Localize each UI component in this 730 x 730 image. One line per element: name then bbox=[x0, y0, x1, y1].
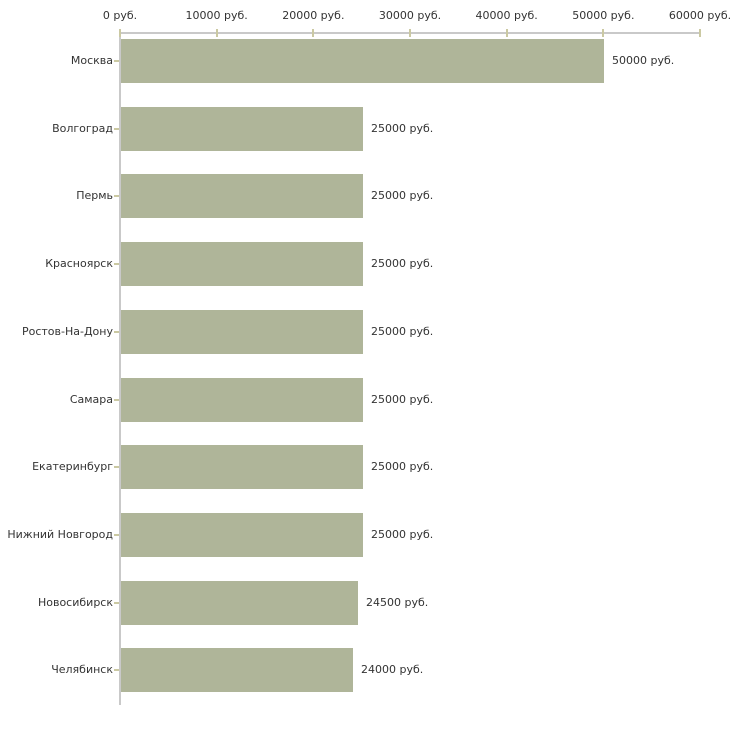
value-label: 25000 руб. bbox=[371, 257, 434, 270]
category-tick-mark bbox=[114, 669, 119, 671]
x-axis-tick-label: 60000 руб. bbox=[668, 9, 730, 22]
value-label: 25000 руб. bbox=[371, 460, 434, 473]
x-axis-tick-label: 10000 руб. bbox=[185, 9, 248, 22]
x-axis-tick-mark bbox=[409, 29, 411, 37]
category-tick-mark bbox=[114, 128, 119, 130]
value-label: 25000 руб. bbox=[371, 325, 434, 338]
category-tick-mark bbox=[114, 466, 119, 468]
category-label: Москва bbox=[70, 54, 113, 67]
category-label: Красноярск bbox=[45, 257, 113, 270]
x-axis-tick-label: 50000 руб. bbox=[572, 9, 635, 22]
category-label: Новосибирск bbox=[37, 596, 113, 609]
bar bbox=[121, 648, 353, 692]
x-axis-tick-mark bbox=[602, 29, 605, 37]
value-label: 25000 руб. bbox=[371, 189, 434, 202]
category-label: Нижний Новгород bbox=[7, 528, 113, 541]
x-axis-tick-label: 40000 руб. bbox=[475, 9, 538, 22]
value-label: 25000 руб. bbox=[371, 528, 434, 541]
value-label: 25000 руб. bbox=[371, 393, 434, 406]
bar bbox=[121, 581, 358, 625]
category-label: Челябинск bbox=[51, 663, 113, 676]
x-axis-tick-mark bbox=[699, 29, 701, 37]
x-axis-tick-label: 30000 руб. bbox=[378, 9, 442, 22]
category-tick-mark bbox=[114, 534, 119, 536]
category-label: Волгоград bbox=[52, 122, 113, 135]
bar bbox=[121, 445, 363, 489]
value-label: 24500 руб. bbox=[366, 596, 429, 609]
x-axis-tick-mark bbox=[119, 29, 121, 37]
category-label: Екатеринбург bbox=[32, 460, 113, 473]
category-label: Пермь bbox=[76, 189, 113, 202]
bar bbox=[121, 174, 363, 218]
value-label: 24000 руб. bbox=[361, 663, 424, 676]
value-label: 50000 руб. bbox=[612, 54, 675, 67]
x-axis-tick-label: 0 руб. bbox=[102, 9, 138, 22]
category-label: Ростов-На-Дону bbox=[21, 325, 113, 338]
category-tick-mark bbox=[114, 331, 119, 333]
category-tick-mark bbox=[114, 263, 119, 265]
category-label: Самара bbox=[69, 393, 113, 406]
category-tick-mark bbox=[114, 602, 119, 604]
category-tick-mark bbox=[114, 399, 119, 401]
bar bbox=[121, 107, 363, 151]
bar bbox=[121, 39, 604, 83]
category-tick-mark bbox=[114, 195, 119, 197]
x-axis-tick-label: 20000 руб. bbox=[282, 9, 345, 22]
x-axis-tick-mark bbox=[505, 29, 508, 37]
value-label: 25000 руб. bbox=[371, 122, 434, 135]
bar bbox=[121, 310, 363, 354]
x-axis-tick-mark bbox=[312, 29, 315, 37]
bar bbox=[121, 513, 363, 557]
bar bbox=[121, 242, 363, 286]
y-axis-line bbox=[119, 32, 121, 705]
bar bbox=[121, 378, 363, 422]
x-axis-tick-mark bbox=[215, 29, 218, 37]
category-tick-mark bbox=[114, 60, 119, 62]
